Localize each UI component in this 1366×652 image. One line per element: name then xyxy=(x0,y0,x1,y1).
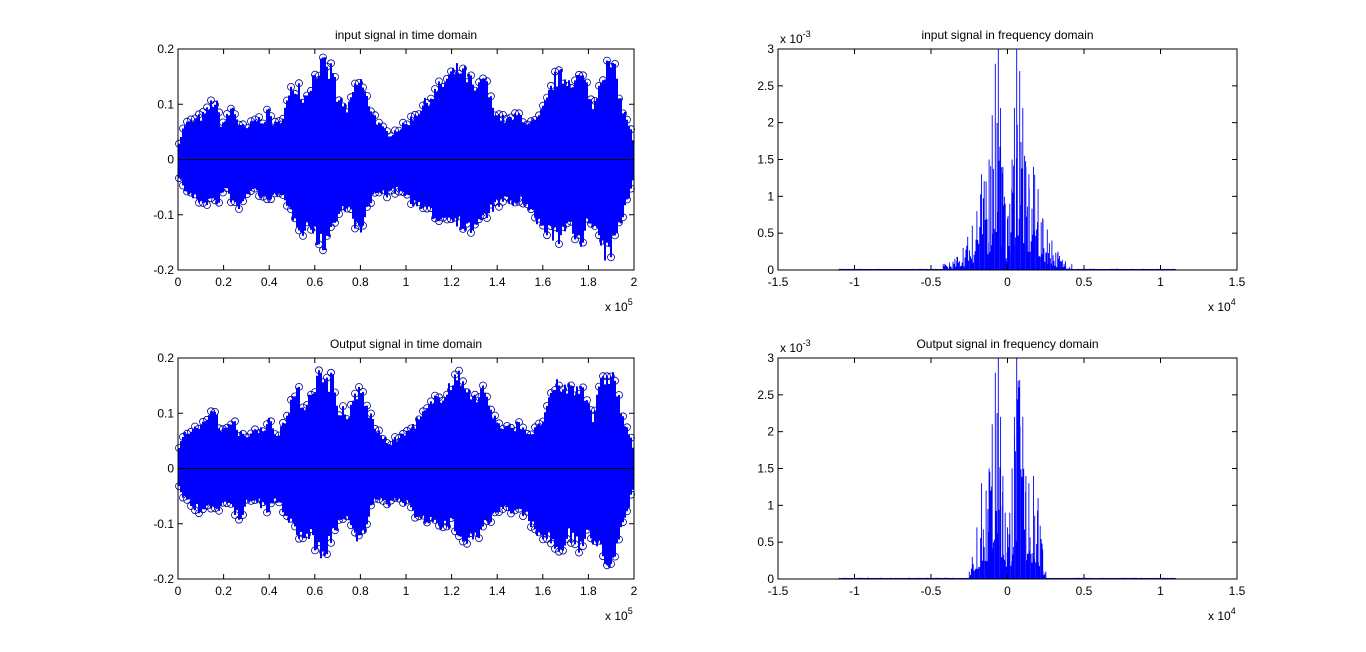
axes-input-freq: -1.5 -1 -0.5 0 0.5 1 1.5 0 0.5 1 1.5 2 2.5 3 input si… xyxy=(757,28,1245,314)
x-exponent-base: x 10 xyxy=(605,609,628,623)
ticks-output-freq: -1.5 -1 -0.5 0 0.5 1 1.5 0 0.5 1 1.5 2 2.5 3 xyxy=(757,351,1245,598)
y-tick-label: 0 xyxy=(767,572,774,586)
marks-output-time xyxy=(175,366,635,570)
y-tick-label: 2.5 xyxy=(757,388,774,402)
x-tick-label: 0.5 xyxy=(1076,584,1093,598)
y-tick-label: 3 xyxy=(767,351,774,365)
marks-input-freq xyxy=(838,49,1176,270)
y-exponent: x 10-3 xyxy=(780,29,811,46)
chart-title: input signal in frequency domain xyxy=(921,28,1093,42)
x-tick-label: 0.4 xyxy=(261,275,278,289)
y-exponent-power: -3 xyxy=(803,338,811,348)
x-tick-label: 1.2 xyxy=(443,275,460,289)
axes-input-time: 0 0.2 0.4 0.6 0.8 1 1.2 1.4 1.6 1.8 2 -0.2 -0.1 0 0.1 0… xyxy=(153,28,637,314)
x-tick-label: 0.8 xyxy=(352,275,369,289)
x-tick-label: 1.5 xyxy=(1229,584,1246,598)
x-tick-label: -1.5 xyxy=(768,275,789,289)
ticks-input-time: 0 0.2 0.4 0.6 0.8 1 1.2 1.4 1.6 1.8 2 -0.2 -0.1 0 0.1 0… xyxy=(153,42,637,289)
x-tick-label: -0.5 xyxy=(921,275,942,289)
x-tick-label: 0.6 xyxy=(306,584,323,598)
chart-title: Output signal in time domain xyxy=(330,337,482,351)
x-exponent-base: x 10 xyxy=(1208,300,1231,314)
x-exponent-base: x 10 xyxy=(605,300,628,314)
x-tick-label: 0.8 xyxy=(352,584,369,598)
y-exponent: x 10-3 xyxy=(780,338,811,355)
x-tick-label: 0 xyxy=(175,275,182,289)
x-tick-label: 1.6 xyxy=(534,275,551,289)
x-tick-label: 1.4 xyxy=(489,584,506,598)
x-tick-label: 2 xyxy=(631,275,638,289)
x-tick-label: 0 xyxy=(1004,275,1011,289)
x-tick-label: 0 xyxy=(175,584,182,598)
y-tick-label: -0.1 xyxy=(153,208,174,222)
x-tick-label: 0.2 xyxy=(215,275,232,289)
y-tick-label: 0.1 xyxy=(157,97,174,111)
x-tick-label: 0.6 xyxy=(306,275,323,289)
x-tick-label: 2 xyxy=(631,584,638,598)
x-tick-label: 1 xyxy=(403,275,410,289)
x-exponent: x 104 xyxy=(1208,297,1236,314)
y-tick-label: 0 xyxy=(767,263,774,277)
x-tick-label: -0.5 xyxy=(921,584,942,598)
spectrum-series xyxy=(838,358,1176,579)
x-tick-label: -1 xyxy=(849,275,860,289)
x-exponent: x 105 xyxy=(605,606,633,623)
marks-input-time xyxy=(175,53,635,262)
x-tick-label: -1.5 xyxy=(768,584,789,598)
x-tick-label: 0.5 xyxy=(1076,275,1093,289)
x-tick-label: 1.6 xyxy=(534,584,551,598)
y-tick-label: 0.2 xyxy=(157,351,174,365)
y-tick-label: 0.5 xyxy=(757,535,774,549)
x-tick-label: 1.5 xyxy=(1229,275,1246,289)
axes-output-time: 0 0.2 0.4 0.6 0.8 1 1.2 1.4 1.6 1.8 2 -0.2 -0.1 0 0.1 0… xyxy=(153,337,637,623)
x-tick-label: 1 xyxy=(1157,584,1164,598)
y-exponent-base: x 10 xyxy=(780,341,803,355)
x-exponent-power: 5 xyxy=(628,297,633,307)
y-tick-label: 3 xyxy=(767,42,774,56)
y-tick-label: 0.2 xyxy=(157,42,174,56)
x-exponent: x 104 xyxy=(1208,606,1236,623)
y-tick-label: -0.1 xyxy=(153,517,174,531)
x-tick-label: 1.8 xyxy=(580,584,597,598)
x-exponent-power: 4 xyxy=(1231,606,1236,616)
chart-title: Output signal in frequency domain xyxy=(916,337,1098,351)
x-tick-label: 1.8 xyxy=(580,275,597,289)
chart-title: input signal in time domain xyxy=(335,28,477,42)
signal-series xyxy=(178,57,634,261)
y-tick-label: 0 xyxy=(167,462,174,476)
x-tick-label: 1.4 xyxy=(489,275,506,289)
x-exponent-power: 5 xyxy=(628,606,633,616)
x-tick-label: 0 xyxy=(1004,584,1011,598)
ticks-input-freq: -1.5 -1 -0.5 0 0.5 1 1.5 0 0.5 1 1.5 2 2.5 3 xyxy=(757,42,1245,289)
y-tick-label: 2.5 xyxy=(757,79,774,93)
x-tick-label: 0.4 xyxy=(261,584,278,598)
y-tick-label: 1 xyxy=(767,189,774,203)
x-tick-label: -1 xyxy=(849,584,860,598)
x-tick-label: 1 xyxy=(403,584,410,598)
y-exponent-power: -3 xyxy=(803,29,811,39)
x-exponent-base: x 10 xyxy=(1208,609,1231,623)
y-tick-label: -0.2 xyxy=(153,572,174,586)
x-tick-label: 0.2 xyxy=(215,584,232,598)
y-tick-label: 1.5 xyxy=(757,153,774,167)
y-tick-label: 1.5 xyxy=(757,462,774,476)
y-tick-label: 2 xyxy=(767,116,774,130)
y-tick-label: 2 xyxy=(767,425,774,439)
y-tick-label: 1 xyxy=(767,498,774,512)
marks-output-freq xyxy=(838,358,1176,579)
y-tick-label: 0.5 xyxy=(757,226,774,240)
y-exponent-base: x 10 xyxy=(780,32,803,46)
x-exponent-power: 4 xyxy=(1231,297,1236,307)
spectrum-series xyxy=(838,49,1176,270)
ticks-output-time: 0 0.2 0.4 0.6 0.8 1 1.2 1.4 1.6 1.8 2 -0.2 -0.1 0 0.1 0… xyxy=(153,351,637,598)
x-tick-label: 1 xyxy=(1157,275,1164,289)
y-tick-label: 0 xyxy=(167,153,174,167)
axes-output-freq: -1.5 -1 -0.5 0 0.5 1 1.5 0 0.5 1 1.5 2 2.5 3 Output s… xyxy=(757,337,1245,623)
x-exponent: x 105 xyxy=(605,297,633,314)
y-tick-label: 0.1 xyxy=(157,406,174,420)
x-tick-label: 1.2 xyxy=(443,584,460,598)
y-tick-label: -0.2 xyxy=(153,263,174,277)
